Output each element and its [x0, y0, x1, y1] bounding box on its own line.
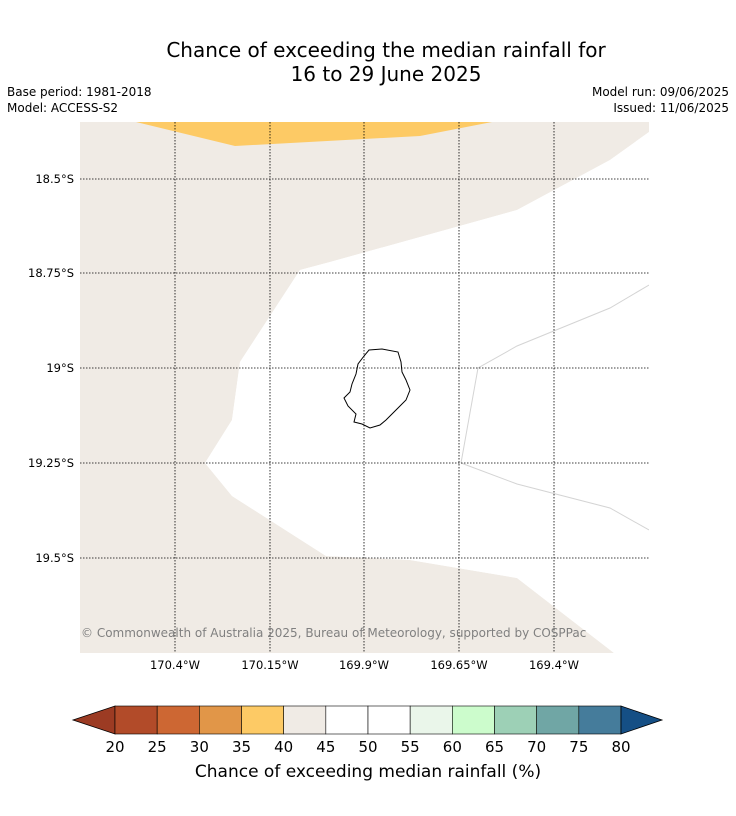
- colorbar-tick-label: 40: [274, 738, 293, 756]
- niue-island-outline: [343, 348, 411, 429]
- lon-label: 170.4°W: [150, 658, 200, 672]
- colorbar-tick-label: 30: [190, 738, 209, 756]
- colorbar: 20 25 30 35 40 45 50 55 60 65 70 75 80: [71, 705, 664, 756]
- colorbar-tick-label: 45: [316, 738, 335, 756]
- lat-label: 19.5°S: [35, 551, 74, 565]
- colorbar-tick-label: 60: [443, 738, 462, 756]
- colorbar-cell: [241, 705, 284, 735]
- lat-label: 18.5°S: [35, 172, 74, 186]
- lat-label: 19.25°S: [28, 456, 74, 470]
- meta-left: Base period: 1981-2018 Model: ACCESS-S2: [7, 84, 152, 116]
- colorbar-tick-label: 75: [569, 738, 588, 756]
- colorbar-tick-label: 70: [527, 738, 546, 756]
- lon-label: 169.65°W: [430, 658, 487, 672]
- lon-label: 169.9°W: [339, 658, 389, 672]
- colorbar-under-arrow: [71, 705, 116, 735]
- lat-label: 19°S: [46, 361, 74, 375]
- colorbar-tick-label: 55: [401, 738, 420, 756]
- colorbar-over-arrow: [620, 705, 664, 735]
- longitude-labels: 170.4°W 170.15°W 169.9°W 169.65°W 169.4°…: [150, 658, 579, 672]
- model-name: Model: ACCESS-S2: [7, 101, 119, 115]
- colorbar-cell: [409, 705, 453, 735]
- chart-title: Chance of exceeding the median rainfall …: [0, 38, 736, 86]
- title-line-1: Chance of exceeding the median rainfall …: [166, 38, 606, 62]
- copyright-notice: © Commonwealth of Australia 2025, Bureau…: [81, 626, 586, 640]
- latitude-labels: 18.5°S 18.75°S 19°S 19.25°S 19.5°S: [28, 172, 74, 565]
- colorbar-tick-label: 35: [232, 738, 251, 756]
- colorbar-cell: [156, 705, 200, 735]
- title-line-2: 16 to 29 June 2025: [290, 62, 482, 86]
- issued-date: Issued: 11/06/2025: [613, 101, 729, 115]
- colorbar-cell: [536, 705, 580, 735]
- lon-label: 169.4°W: [529, 658, 579, 672]
- colorbar-tick-label: 50: [358, 738, 377, 756]
- meta-right: Model run: 09/06/2025 Issued: 11/06/2025: [592, 84, 729, 116]
- colorbar-cell: [578, 705, 622, 735]
- lat-label: 18.75°S: [28, 266, 74, 280]
- graticule: [80, 122, 649, 653]
- lon-label: 170.15°W: [241, 658, 298, 672]
- probability-zone-35-40: [80, 122, 492, 146]
- colorbar-cell: [452, 705, 495, 735]
- colorbar-cell: [494, 705, 537, 735]
- model-run: Model run: 09/06/2025: [591, 85, 729, 99]
- colorbar-cells: [114, 705, 622, 735]
- colorbar-cell: [367, 705, 411, 735]
- colorbar-tick-label: 20: [105, 738, 124, 756]
- colorbar-cell: [283, 705, 327, 735]
- colorbar-label: Chance of exceeding median rainfall (%): [194, 762, 542, 782]
- probability-zone-45-55-inner: [205, 132, 649, 653]
- colorbar-tick-label: 65: [485, 738, 504, 756]
- base-period: Base period: 1981-2018: [7, 85, 152, 99]
- colorbar-cell: [199, 705, 242, 735]
- colorbar-cell: [114, 705, 158, 735]
- colorbar-cell: [325, 705, 369, 735]
- eez-boundary-lines: [460, 284, 649, 531]
- colorbar-ticks: 20 25 30 35 40 45 50 55 60 65 70 75 80: [105, 738, 630, 756]
- map-area: © Commonwealth of Australia 2025, Bureau…: [80, 122, 649, 653]
- colorbar-tick-label: 80: [611, 738, 630, 756]
- colorbar-tick-label: 25: [148, 738, 167, 756]
